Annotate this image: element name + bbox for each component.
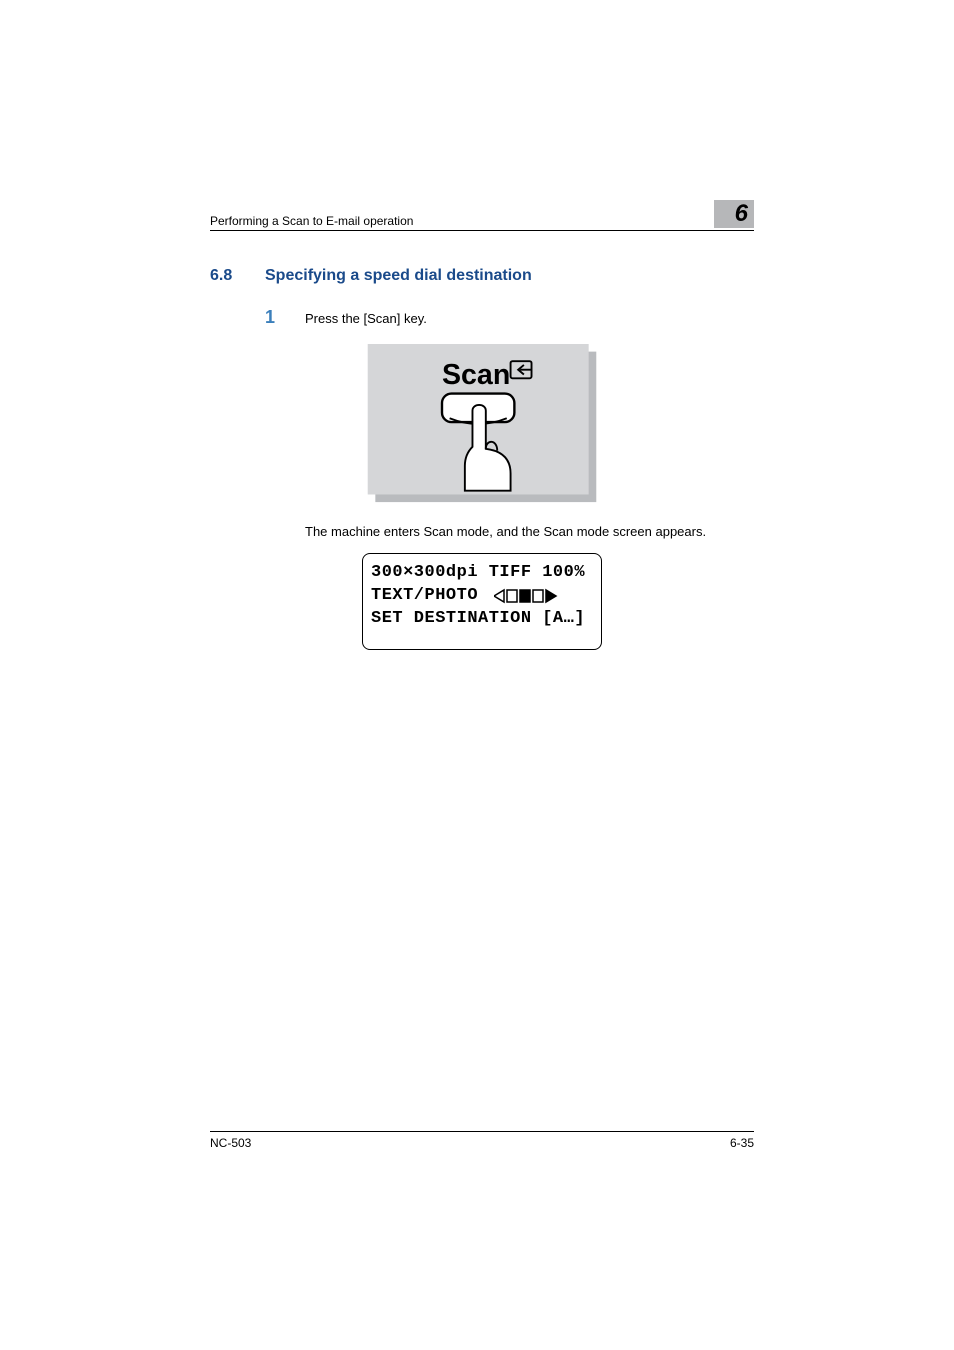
- step-text: Press the [Scan] key.: [305, 311, 427, 326]
- step-row: 1 Press the [Scan] key.: [265, 307, 754, 328]
- section-number: 6.8: [210, 267, 265, 285]
- lcd-line-2: TEXT/PHOTO: [371, 585, 593, 608]
- footer: NC-503 6-35: [210, 1131, 754, 1150]
- result-text: The machine enters Scan mode, and the Sc…: [305, 524, 754, 539]
- footer-right: 6-35: [730, 1136, 754, 1150]
- header-row: Performing a Scan to E-mail operation 6: [210, 200, 754, 231]
- scan-figure-container: Scan: [210, 344, 754, 504]
- lcd-screen: 300×300dpi TIFF 100% TEXT/PHOTO SET DEST…: [362, 553, 602, 650]
- page: Performing a Scan to E-mail operation 6 …: [0, 0, 954, 1350]
- lcd-line-3: SET DESTINATION [A…]: [371, 608, 593, 631]
- step-number: 1: [265, 307, 305, 328]
- lcd-line-2-text: TEXT/PHOTO: [371, 585, 478, 608]
- lcd-container: 300×300dpi TIFF 100% TEXT/PHOTO SET DEST…: [210, 553, 754, 650]
- chapter-number: 6: [735, 200, 748, 228]
- scan-figure: Scan: [362, 344, 602, 504]
- chapter-badge: 6: [714, 200, 754, 228]
- section-title: Specifying a speed dial destination: [265, 267, 532, 285]
- running-title: Performing a Scan to E-mail operation: [210, 214, 413, 228]
- lcd-line-1: 300×300dpi TIFF 100%: [371, 562, 593, 585]
- scan-label: Scan: [442, 359, 510, 391]
- section-heading: 6.8 Specifying a speed dial destination: [210, 267, 754, 285]
- density-indicator-icon: [494, 588, 564, 604]
- footer-left: NC-503: [210, 1136, 251, 1150]
